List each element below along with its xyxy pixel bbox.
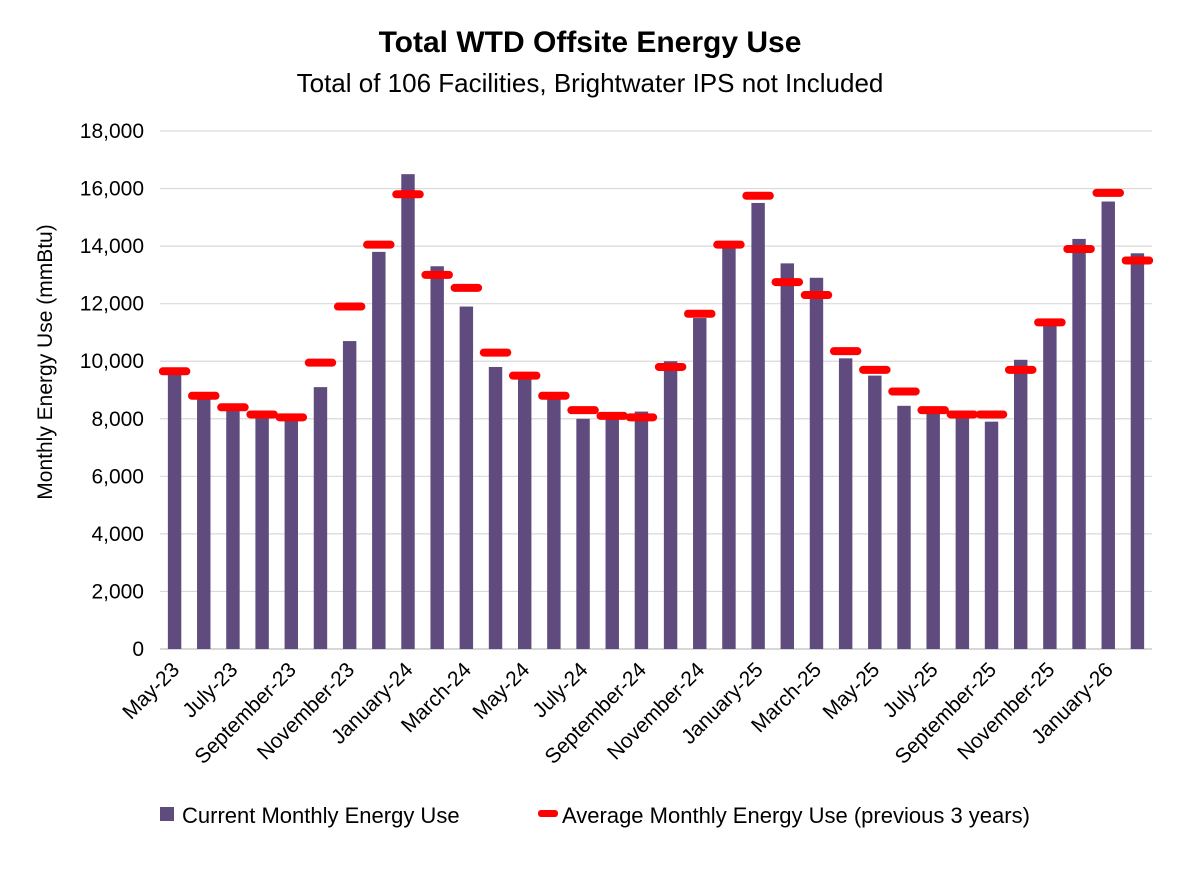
bar	[226, 410, 240, 649]
x-tick-label: May-24	[468, 658, 534, 724]
bar	[722, 243, 736, 649]
y-axis-label: Monthly Energy Use (mmBtu)	[34, 224, 57, 499]
bar	[809, 277, 824, 649]
bar	[693, 318, 707, 649]
average-marker	[829, 347, 862, 356]
y-tick-label: 2,000	[91, 580, 144, 603]
average-marker	[742, 191, 774, 200]
average-marker	[1063, 244, 1095, 253]
bar	[401, 174, 415, 649]
average-marker	[304, 358, 337, 367]
average-marker	[1034, 318, 1066, 327]
x-tick-layer: May-23July-23September-23November-23Janu…	[118, 658, 1117, 769]
bar	[634, 411, 649, 649]
average-marker	[1092, 188, 1124, 197]
bar	[488, 366, 503, 649]
bar	[517, 375, 532, 649]
y-tick-label: 4,000	[91, 523, 144, 546]
y-tick-label: 6,000	[91, 465, 144, 488]
x-tick-label: May-25	[819, 658, 885, 724]
average-marker	[859, 365, 891, 374]
average-marker	[363, 240, 395, 249]
legend-label-average: Average Monthly Energy Use (previous 3 y…	[562, 803, 1030, 828]
average-marker	[567, 406, 599, 415]
bar	[780, 263, 795, 649]
average-marker	[217, 403, 249, 412]
bar	[1072, 238, 1086, 649]
bar	[751, 202, 765, 649]
bar	[984, 421, 999, 649]
bar	[459, 306, 474, 649]
bar	[167, 368, 182, 649]
average-marker	[1004, 365, 1037, 374]
average-marker	[479, 348, 512, 357]
bar	[576, 418, 590, 649]
bar	[838, 358, 853, 649]
bar	[1043, 319, 1057, 649]
bar	[342, 341, 357, 649]
bar	[430, 266, 444, 649]
bar	[197, 395, 211, 649]
y-tick-label: 16,000	[80, 178, 144, 201]
bar	[284, 418, 299, 649]
bar	[547, 398, 561, 649]
grid-layer	[160, 130, 1152, 650]
legend-label-current: Current Monthly Energy Use	[182, 803, 460, 828]
average-marker	[333, 302, 366, 311]
y-tick-label: 8,000	[91, 408, 144, 431]
average-marker	[246, 410, 278, 419]
bar	[313, 387, 328, 649]
average-marker	[421, 270, 453, 279]
bar	[663, 361, 678, 649]
average-marker	[654, 362, 687, 371]
average-marker	[625, 413, 658, 422]
bar	[897, 405, 911, 649]
bar	[1130, 253, 1145, 650]
bar	[955, 414, 970, 649]
average-marker	[275, 413, 308, 422]
average-marker	[596, 411, 628, 420]
bar	[1013, 359, 1028, 649]
y-tick-label: 12,000	[80, 293, 144, 316]
x-tick-label: September-23	[190, 658, 300, 768]
chart-subtitle: Total of 106 Facilities, Brightwater IPS…	[297, 68, 884, 98]
average-marker	[713, 240, 745, 249]
average-marker	[684, 309, 716, 318]
x-tick-label: September-24	[541, 658, 652, 769]
y-tick-layer: 0 2,000 4,000 6,000 8,000 10,000 12,000 14,000 1…	[80, 120, 144, 661]
bar	[926, 411, 940, 649]
bar	[605, 415, 619, 649]
average-marker	[538, 391, 570, 400]
marker-layer	[158, 188, 1154, 422]
y-tick-label: 18,000	[80, 120, 144, 143]
y-tick-label: 14,000	[80, 235, 144, 258]
average-marker	[158, 367, 191, 376]
x-tick-label: May-23	[118, 658, 184, 724]
average-marker	[450, 283, 483, 292]
average-marker	[188, 391, 220, 400]
x-tick-label: September-25	[891, 658, 1001, 768]
chart-title: Total WTD Offsite Energy Use	[379, 26, 802, 59]
average-marker	[975, 410, 1008, 419]
bar-layer	[167, 174, 1145, 650]
y-tick-label: 0	[132, 638, 144, 661]
bar	[255, 415, 269, 649]
average-marker	[1121, 256, 1154, 265]
legend-swatch-average	[538, 810, 558, 817]
y-tick-label: 10,000	[80, 350, 144, 373]
bar	[372, 251, 386, 649]
bar	[1101, 201, 1115, 649]
average-marker	[392, 190, 424, 199]
average-marker	[771, 278, 804, 287]
average-marker	[888, 387, 920, 396]
bar	[868, 375, 882, 649]
average-marker	[917, 406, 949, 415]
legend: Current Monthly Energy Use Average Month…	[160, 803, 1030, 828]
average-marker	[946, 410, 979, 419]
legend-swatch-current	[160, 807, 174, 821]
average-marker	[800, 291, 833, 300]
average-marker	[508, 371, 541, 380]
